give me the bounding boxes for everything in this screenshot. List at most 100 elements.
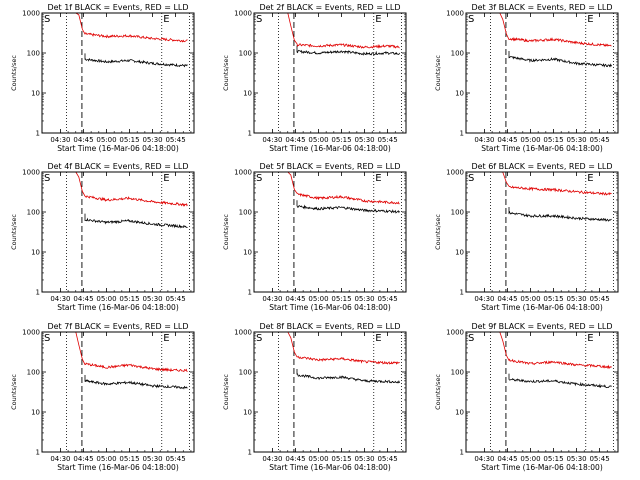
series-line <box>499 331 612 370</box>
start-marker: S <box>468 14 474 25</box>
series-line <box>75 331 188 373</box>
x-tick-label: 04:30 <box>50 455 70 463</box>
x-tick-label: 05:45 <box>377 295 397 303</box>
x-tick-label: 05:15 <box>119 295 139 303</box>
x-tick-label: 05:30 <box>354 455 374 463</box>
y-tick-label: 100 <box>27 209 40 217</box>
chart-panel: Det 4f BLACK = Events, RED = LLD S E 1 10 100… <box>10 162 195 312</box>
chart-panel: Det 5f BLACK = Events, RED = LLD S E 1 10 100… <box>222 162 407 312</box>
series-line <box>287 171 400 205</box>
x-tick-label: 05:00 <box>520 295 540 303</box>
x-tick-label: 05:30 <box>566 295 586 303</box>
y-axis-label: Counts/sec <box>222 55 230 91</box>
x-tick-label: 04:45 <box>73 295 93 303</box>
panel-title: Det 7f BLACK = Events, RED = LLD <box>47 322 188 331</box>
x-tick-label: 04:45 <box>497 455 517 463</box>
x-tick-label: 05:00 <box>308 295 328 303</box>
y-tick-label: 1 <box>248 130 252 138</box>
x-tick-label: 05:00 <box>308 136 328 144</box>
y-tick-label: 1000 <box>446 169 464 177</box>
y-tick-label: 1000 <box>22 10 40 18</box>
end-marker: E <box>375 333 381 344</box>
start-marker: S <box>468 173 474 184</box>
x-axis-label: Start Time (16-Mar-06 04:18:00) <box>57 303 179 312</box>
end-marker: E <box>163 14 169 25</box>
plot-frame <box>253 171 407 293</box>
y-tick-label: 100 <box>451 50 464 58</box>
x-tick-label: 05:15 <box>119 455 139 463</box>
end-marker: E <box>375 14 381 25</box>
x-tick-label: 04:30 <box>262 136 282 144</box>
series-line <box>508 51 612 68</box>
x-tick-label: 05:00 <box>96 455 116 463</box>
x-tick-label: 04:45 <box>285 455 305 463</box>
y-axis-label: Counts/sec <box>10 214 18 250</box>
y-tick-label: 100 <box>239 50 252 58</box>
chart-panel: Det 1f BLACK = Events, RED = LLD S E 1 10 100… <box>10 3 195 153</box>
y-tick-label: 1 <box>248 449 252 457</box>
end-marker: E <box>587 173 593 184</box>
panel-title: Det 2f BLACK = Events, RED = LLD <box>259 3 400 12</box>
end-marker: E <box>163 333 169 344</box>
series-line <box>75 171 188 207</box>
y-tick-label: 100 <box>27 50 40 58</box>
y-tick-label: 1000 <box>234 329 252 337</box>
chart-panel: Det 7f BLACK = Events, RED = LLD S E 1 10 100… <box>10 322 195 472</box>
y-axis-label: Counts/sec <box>434 374 442 410</box>
series-line <box>287 12 400 49</box>
y-tick-label: 1 <box>36 289 40 297</box>
y-tick-label: 1 <box>36 449 40 457</box>
x-axis-label: Start Time (16-Mar-06 04:18:00) <box>481 463 603 472</box>
x-tick-label: 05:15 <box>331 136 351 144</box>
series-line <box>508 373 612 389</box>
y-tick-label: 10 <box>243 249 252 257</box>
panel-title: Det 5f BLACK = Events, RED = LLD <box>259 162 400 171</box>
panel-title: Det 9f BLACK = Events, RED = LLD <box>471 322 612 331</box>
plot-frame <box>253 12 407 134</box>
y-axis-label: Counts/sec <box>10 374 18 410</box>
x-tick-label: 05:00 <box>520 455 540 463</box>
start-marker: S <box>468 333 474 344</box>
x-tick-label: 05:15 <box>119 136 139 144</box>
series-line <box>296 369 400 384</box>
y-axis-label: Counts/sec <box>10 55 18 91</box>
series-line <box>84 213 188 229</box>
y-tick-label: 10 <box>455 90 464 98</box>
start-marker: S <box>256 333 262 344</box>
y-tick-label: 100 <box>27 369 40 377</box>
x-tick-label: 05:15 <box>331 295 351 303</box>
plot-frame <box>465 12 619 134</box>
x-axis-label: Start Time (16-Mar-06 04:18:00) <box>481 303 603 312</box>
x-tick-label: 05:30 <box>354 136 374 144</box>
y-tick-label: 10 <box>31 409 40 417</box>
start-marker: S <box>44 14 50 25</box>
x-tick-label: 05:45 <box>165 136 185 144</box>
x-tick-label: 05:15 <box>543 136 563 144</box>
x-tick-label: 04:45 <box>285 136 305 144</box>
y-tick-label: 1 <box>460 130 464 138</box>
y-axis-label: Counts/sec <box>434 55 442 91</box>
plot-frame <box>465 171 619 293</box>
y-axis-label: Counts/sec <box>222 374 230 410</box>
y-axis-label: Counts/sec <box>222 214 230 250</box>
x-tick-label: 05:45 <box>165 295 185 303</box>
y-tick-label: 1000 <box>446 10 464 18</box>
x-axis-label: Start Time (16-Mar-06 04:18:00) <box>269 463 391 472</box>
plot-frame <box>41 12 195 134</box>
y-tick-label: 1 <box>460 449 464 457</box>
x-tick-label: 04:30 <box>262 295 282 303</box>
x-axis-label: Start Time (16-Mar-06 04:18:00) <box>269 144 391 153</box>
panel-title: Det 4f BLACK = Events, RED = LLD <box>47 162 188 171</box>
x-tick-label: 05:30 <box>142 455 162 463</box>
x-tick-label: 04:30 <box>474 455 494 463</box>
y-tick-label: 1000 <box>234 10 252 18</box>
x-tick-label: 05:45 <box>589 295 609 303</box>
chart-panel: Det 2f BLACK = Events, RED = LLD S E 1 10 100… <box>222 3 407 153</box>
chart-panel: Det 3f BLACK = Events, RED = LLD S E 1 10 100… <box>434 3 619 153</box>
y-tick-label: 100 <box>239 209 252 217</box>
x-tick-label: 04:30 <box>50 295 70 303</box>
y-tick-label: 1000 <box>446 329 464 337</box>
series-line <box>287 331 400 365</box>
chart-panel: Det 8f BLACK = Events, RED = LLD S E 1 10 100… <box>222 322 407 472</box>
y-tick-label: 100 <box>239 369 252 377</box>
